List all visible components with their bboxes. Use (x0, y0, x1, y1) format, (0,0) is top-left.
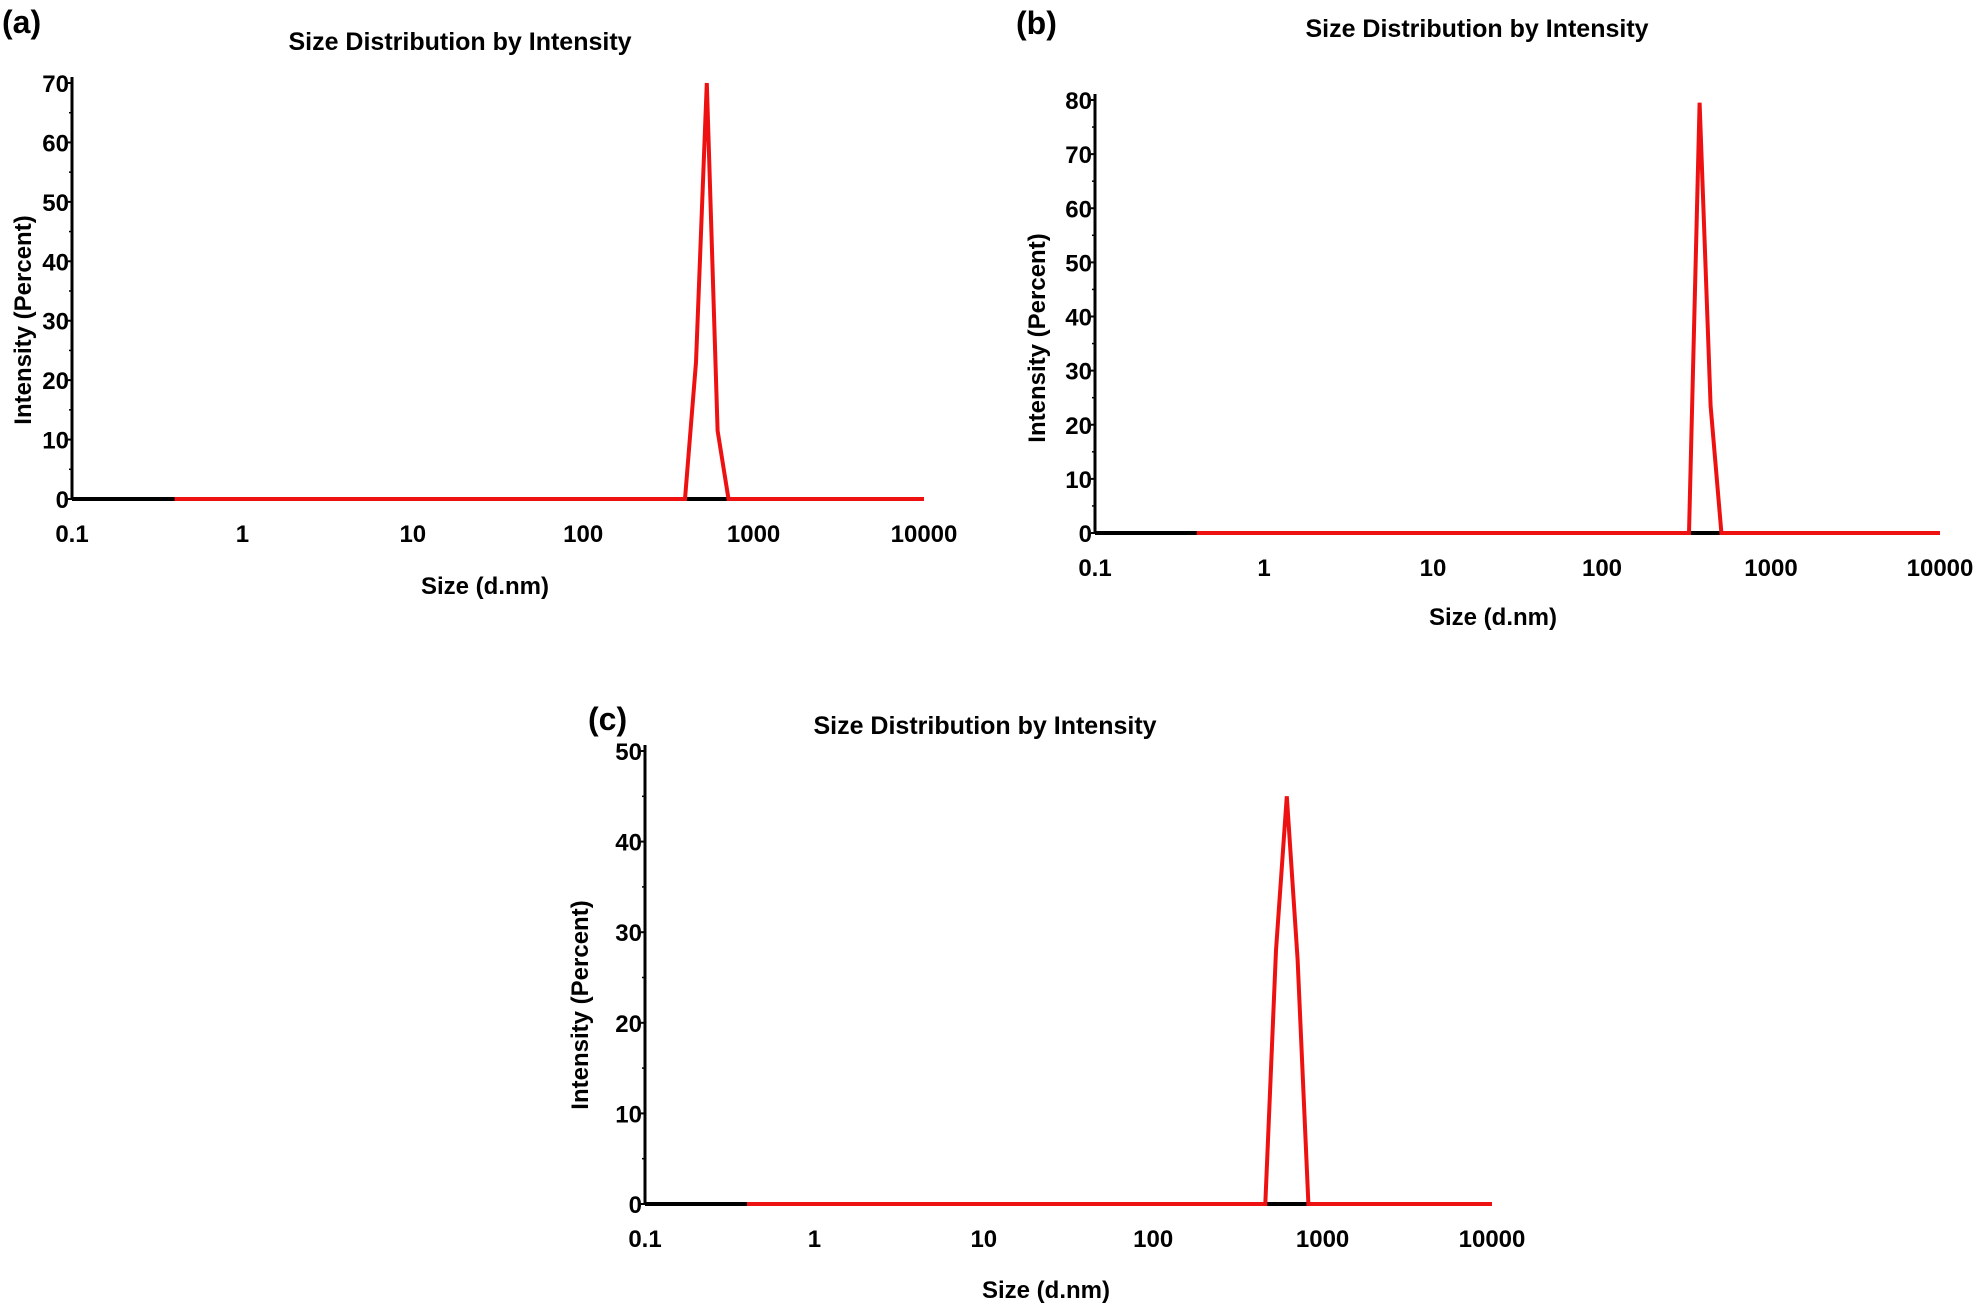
y-tick-label-c: 0 (629, 1192, 642, 1219)
tick-layer-b: 0 10 20 30 40 50 60 70 80 0.1 1 10 100 1000 10000 (1065, 88, 1973, 582)
series-layer-c (747, 796, 1492, 1206)
y-tick-label-b: 60 (1065, 196, 1092, 223)
x-tick-label-a: 1 (236, 521, 249, 548)
series-layer-a (174, 82, 924, 501)
x-tick-label-a: 0.1 (55, 521, 88, 548)
x-tick-label-a: 10 (399, 521, 426, 548)
x-tick-label-b: 1 (1257, 555, 1270, 582)
series-line-b (1196, 102, 1940, 535)
x-tick-label-b: 10000 (1907, 555, 1974, 582)
chart-title-a: Size Distribution by Intensity (288, 28, 631, 56)
panel-label-b: (b) (1016, 5, 1057, 41)
y-tick-label-a: 30 (42, 309, 69, 336)
x-tick-label-b: 0.1 (1078, 555, 1111, 582)
panel-label-c: (c) (588, 701, 627, 737)
x-tick-label-b: 10 (1420, 555, 1447, 582)
y-tick-label-b: 30 (1065, 359, 1092, 386)
y-tick-label-b: 70 (1065, 142, 1092, 169)
y-tick-label-a: 60 (42, 130, 69, 157)
x-tick-label-c: 0.1 (628, 1226, 661, 1253)
y-tick-label-c: 30 (615, 920, 642, 947)
x-axis-label-c: Size (d.nm) (982, 1277, 1110, 1304)
x-tick-label-b: 100 (1582, 555, 1622, 582)
y-tick-label-a: 20 (42, 368, 69, 395)
tick-layer-a: 0 10 20 30 40 50 60 70 0.1 1 10 100 1000 10000 (42, 71, 957, 548)
x-tick-label-b: 1000 (1744, 555, 1797, 582)
panel-a: (a) Size Distribution by Intensity Size … (2, 4, 957, 600)
x-tick-label-a: 100 (563, 521, 603, 548)
y-tick-label-b: 0 (1079, 521, 1092, 548)
x-tick-label-c: 10 (970, 1226, 997, 1253)
y-tick-label-b: 50 (1065, 250, 1092, 277)
panel-c: (c) Size Distribution by Intensity Size … (567, 701, 1525, 1304)
chart-title-c: Size Distribution by Intensity (813, 712, 1156, 740)
y-tick-label-c: 40 (615, 830, 642, 857)
x-tick-label-c: 1000 (1296, 1226, 1349, 1253)
y-tick-label-a: 70 (42, 71, 69, 98)
chart-title-b: Size Distribution by Intensity (1305, 15, 1648, 43)
y-tick-label-b: 20 (1065, 413, 1092, 440)
panel-label-a: (a) (2, 4, 41, 40)
y-axis-label-c: Intensity (Percent) (567, 900, 594, 1109)
panel-b: (b) Size Distribution by Intensity Size … (1016, 5, 1973, 631)
y-tick-label-a: 50 (42, 190, 69, 217)
x-tick-label-a: 1000 (727, 521, 780, 548)
series-line-a (174, 82, 924, 501)
x-axis-label-a: Size (d.nm) (421, 573, 549, 600)
y-tick-label-b: 80 (1065, 88, 1092, 115)
x-tick-label-c: 1 (808, 1226, 821, 1253)
series-layer-b (1196, 102, 1940, 535)
y-tick-label-c: 10 (615, 1101, 642, 1128)
series-line-c (747, 796, 1492, 1206)
y-tick-label-a: 10 (42, 428, 69, 455)
y-tick-label-b: 40 (1065, 305, 1092, 332)
y-tick-label-c: 50 (615, 739, 642, 766)
tick-layer-c: 0 10 20 30 40 50 0.1 1 10 100 1000 10000 (615, 739, 1525, 1253)
x-tick-label-c: 10000 (1459, 1226, 1526, 1253)
x-axis-label-b: Size (d.nm) (1429, 604, 1557, 631)
y-tick-label-c: 20 (615, 1011, 642, 1038)
y-tick-label-a: 0 (56, 487, 69, 514)
y-axis-label-b: Intensity (Percent) (1024, 233, 1051, 442)
y-axis-label-a: Intensity (Percent) (10, 215, 37, 424)
y-tick-label-a: 40 (42, 249, 69, 276)
x-tick-label-a: 10000 (891, 521, 958, 548)
y-tick-label-b: 10 (1065, 467, 1092, 494)
x-tick-label-c: 100 (1133, 1226, 1173, 1253)
